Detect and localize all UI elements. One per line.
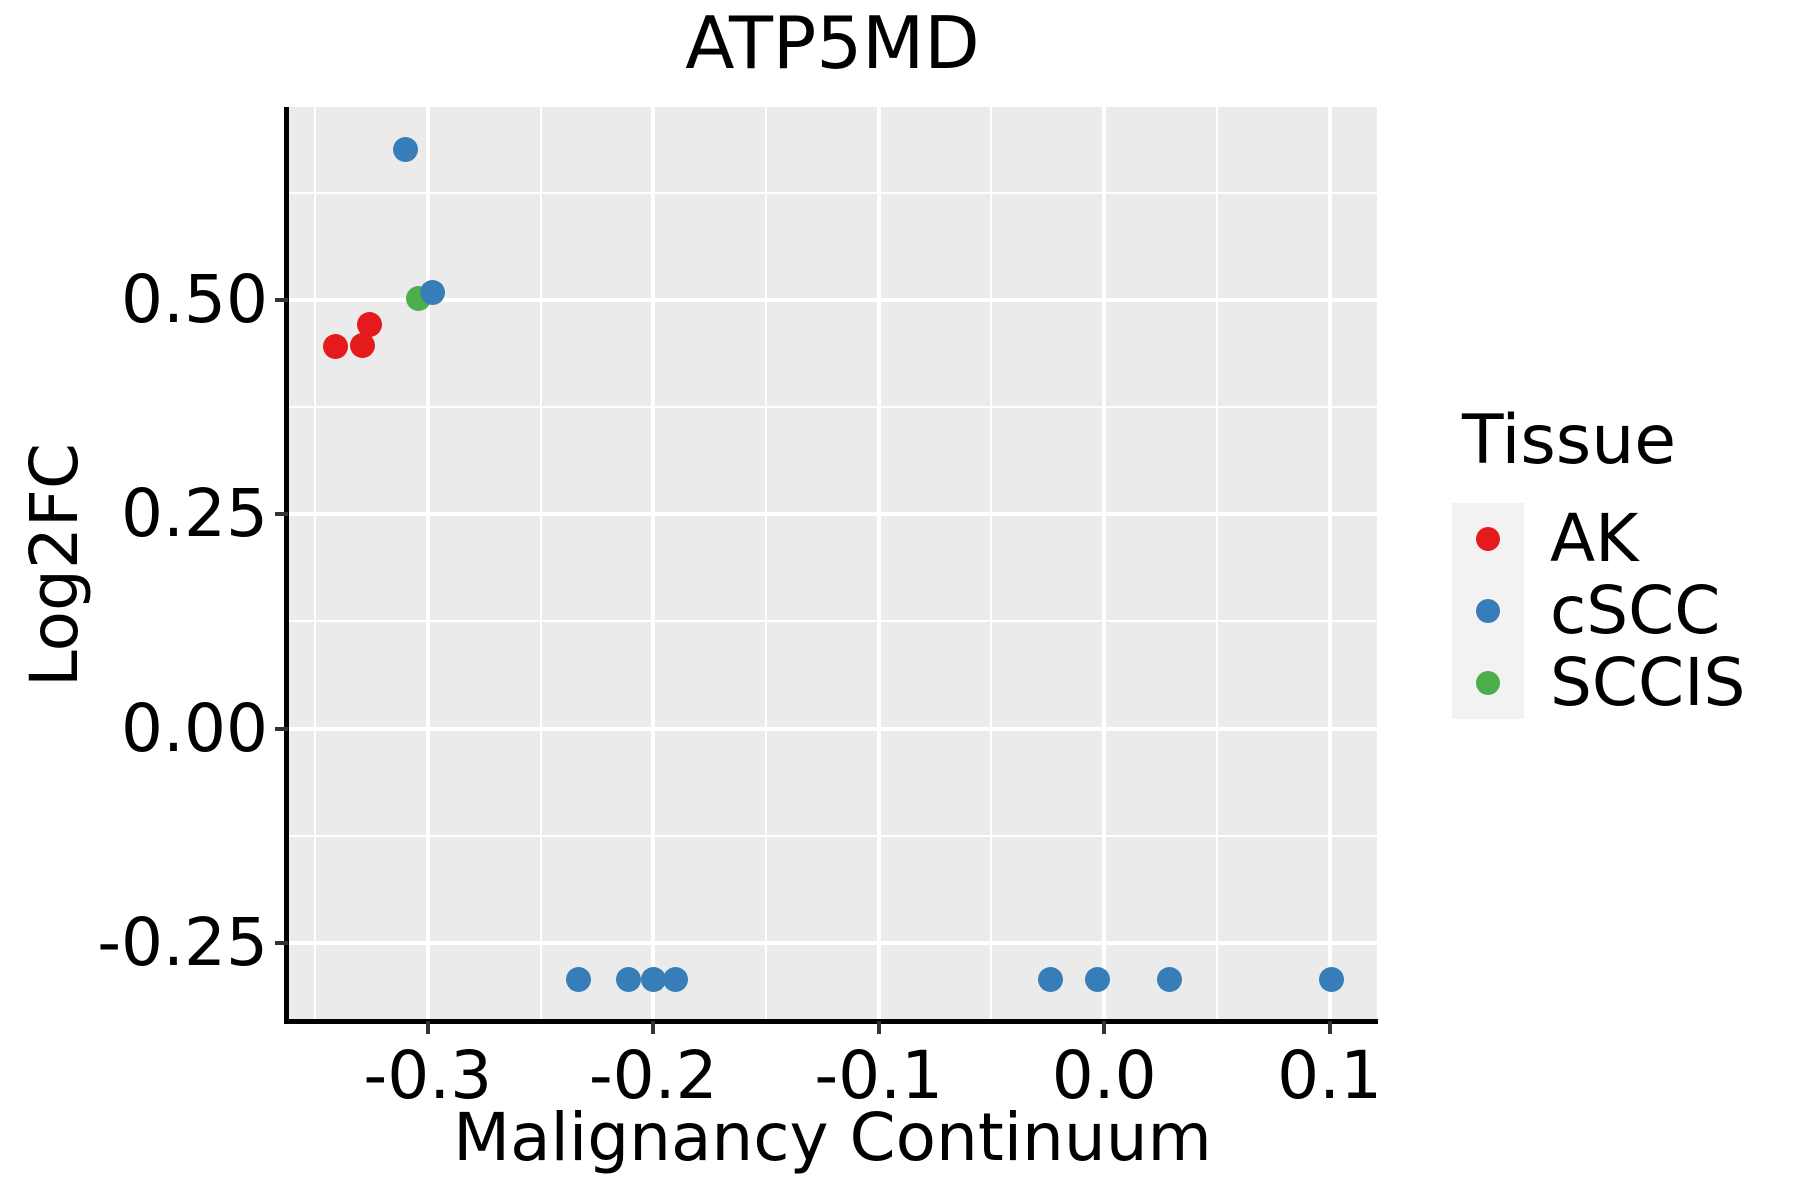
minor-gridline	[314, 107, 317, 1021]
data-point-cSCC	[640, 967, 666, 993]
data-point-cSCC	[566, 967, 592, 993]
major-gridline	[1102, 107, 1107, 1021]
y-axis-line	[284, 107, 289, 1024]
legend-keys: AK cSCC SCCIS	[1452, 503, 1752, 719]
legend-key	[1452, 647, 1524, 719]
legend-key	[1452, 575, 1524, 647]
major-gridline	[288, 297, 1377, 302]
x-tick-label: 0.0	[1051, 1037, 1157, 1114]
x-tick-mark	[651, 1021, 656, 1034]
legend-entry: SCCIS	[1452, 647, 1752, 719]
data-point-cSCC	[1157, 967, 1183, 993]
legend-entry: cSCC	[1452, 575, 1752, 647]
minor-gridline	[288, 834, 1377, 837]
data-point-cSCC	[1037, 967, 1063, 993]
y-tick-label: 0.25	[121, 475, 268, 553]
minor-gridline	[288, 620, 1377, 623]
y-tick-label: 0.00	[121, 689, 268, 767]
x-tick-label: -0.1	[814, 1037, 944, 1114]
dot-icon	[1476, 671, 1500, 695]
data-point-cSCC	[663, 967, 689, 993]
legend-label: SCCIS	[1550, 644, 1746, 721]
legend-entry: AK	[1452, 503, 1752, 575]
x-tick-mark	[1327, 1021, 1332, 1034]
data-point-cSCC	[1084, 967, 1110, 993]
data-point-cSCC	[1319, 967, 1345, 993]
x-tick-mark	[1102, 1021, 1107, 1034]
x-tick-mark	[425, 1021, 430, 1034]
y-axis-title: Log2FC	[16, 443, 93, 687]
major-gridline	[288, 940, 1377, 945]
minor-gridline	[288, 406, 1377, 409]
x-axis-title: Malignancy Continuum	[453, 1099, 1212, 1176]
major-gridline	[876, 107, 881, 1021]
y-tick-label: -0.25	[97, 903, 268, 981]
major-gridline	[651, 107, 656, 1021]
minor-gridline	[764, 107, 767, 1021]
dot-icon	[1476, 527, 1500, 551]
major-gridline	[425, 107, 430, 1021]
minor-gridline	[990, 107, 993, 1021]
plot-panel	[288, 107, 1377, 1021]
x-axis-line	[284, 1019, 1378, 1024]
y-tick-mark	[275, 940, 288, 945]
x-tick-label: -0.2	[588, 1037, 718, 1114]
legend-label: cSCC	[1550, 572, 1721, 649]
legend-label: AK	[1550, 500, 1639, 577]
data-point-AK	[349, 332, 375, 358]
legend-key	[1452, 503, 1524, 575]
legend-title: Tissue	[1462, 401, 1677, 480]
y-tick-mark	[275, 297, 288, 302]
y-tick-label: 0.50	[121, 260, 268, 338]
minor-gridline	[539, 107, 542, 1021]
minor-gridline	[1215, 107, 1218, 1021]
y-tick-mark	[275, 512, 288, 517]
x-tick-label: -0.3	[363, 1037, 493, 1114]
y-tick-mark	[275, 726, 288, 731]
data-point-AK	[322, 333, 348, 359]
data-point-cSCC	[419, 279, 445, 305]
minor-gridline	[288, 191, 1377, 194]
data-point-AK	[356, 312, 382, 338]
plot-title: ATP5MD	[685, 1, 980, 85]
x-tick-label: 0.1	[1277, 1037, 1383, 1114]
data-point-cSCC	[615, 967, 641, 993]
dot-icon	[1476, 599, 1500, 623]
major-gridline	[288, 512, 1377, 517]
major-gridline	[1327, 107, 1332, 1021]
data-point-cSCC	[392, 137, 418, 163]
x-tick-mark	[876, 1021, 881, 1034]
major-gridline	[288, 726, 1377, 731]
